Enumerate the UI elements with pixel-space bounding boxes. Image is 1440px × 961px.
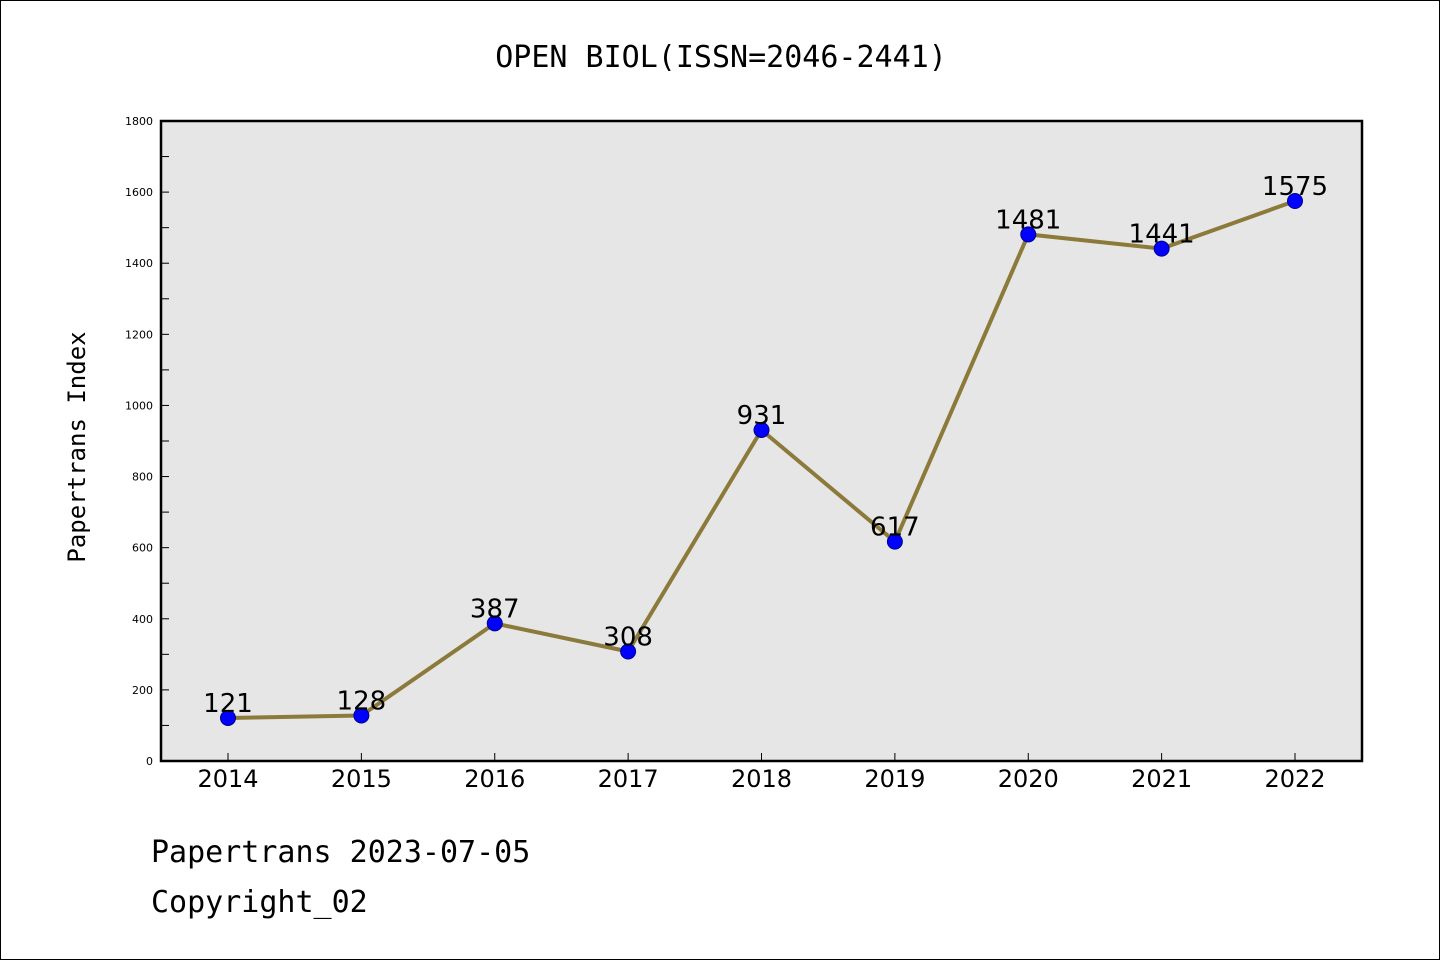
- footer-copyright: Copyright_02: [151, 885, 368, 920]
- y-tick-label: 1800: [125, 115, 153, 128]
- data-point: [886, 533, 903, 550]
- y-tick-label: 1000: [125, 399, 153, 412]
- x-tick-label: 2020: [998, 765, 1059, 793]
- data-label: 1481: [995, 205, 1061, 235]
- data-label: 1441: [1129, 220, 1195, 250]
- data-label: 121: [203, 689, 253, 719]
- data-point: [620, 643, 637, 660]
- x-tick-label: 2018: [731, 765, 792, 793]
- y-tick-label: 1200: [125, 328, 153, 341]
- footer-source: Papertrans 2023-07-05: [151, 835, 531, 870]
- x-tick-label: 2022: [1264, 765, 1325, 793]
- chart-title: OPEN BIOL(ISSN=2046-2441): [495, 40, 947, 75]
- data-point: [1153, 240, 1170, 257]
- data-point: [1287, 193, 1303, 209]
- data-label: 387: [470, 594, 520, 624]
- y-tick-label: 0: [146, 755, 153, 768]
- y-tick-label: 400: [132, 613, 153, 626]
- x-tick-label: 2017: [598, 765, 659, 793]
- x-tick-label: 2015: [331, 765, 392, 793]
- x-tick-label: 2016: [464, 765, 525, 793]
- plot-border: [159, 119, 1364, 763]
- y-tick-label: 800: [132, 471, 153, 484]
- data-label: 1575: [1262, 172, 1328, 202]
- data-label: 308: [603, 622, 653, 652]
- y-tick-label: 1600: [125, 186, 153, 199]
- data-label: 128: [337, 686, 387, 716]
- data-point: [1020, 226, 1037, 243]
- x-tick-label: 2014: [197, 765, 258, 793]
- x-tick-label: 2021: [1131, 765, 1192, 793]
- x-tick-label: 2019: [864, 765, 925, 793]
- y-axis-label: Papertrans Index: [63, 331, 91, 562]
- y-tick-label: 1400: [125, 257, 153, 270]
- plot-area: [161, 121, 1362, 761]
- y-tick-label: 600: [132, 542, 153, 555]
- data-point: [753, 421, 770, 438]
- y-tick-label: 200: [132, 684, 153, 697]
- data-point: [486, 615, 503, 632]
- data-point: [220, 709, 236, 726]
- data-label: 931: [737, 401, 787, 431]
- data-point: [353, 707, 370, 724]
- data-label: 617: [870, 513, 920, 543]
